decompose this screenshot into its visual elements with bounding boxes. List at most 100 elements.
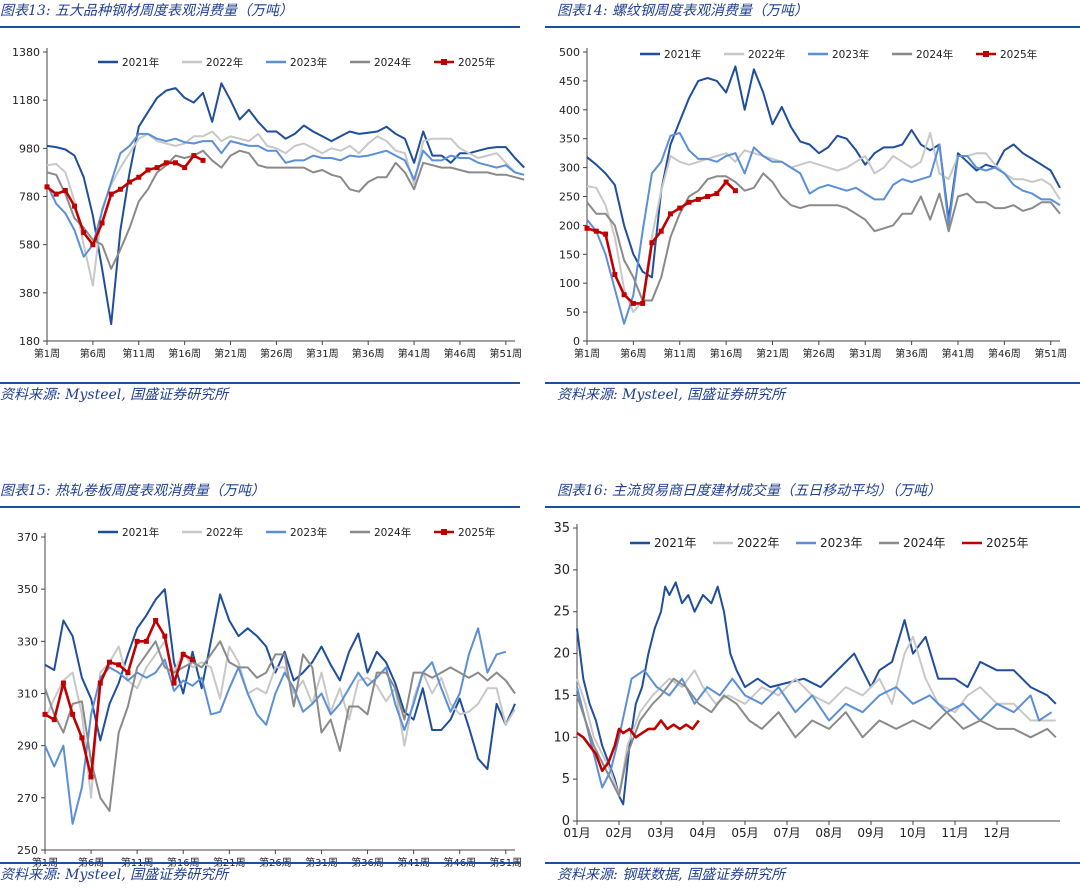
x-tick-label: 05月 [731,826,758,840]
series-line-2023 [586,131,1061,325]
series-line-2023 [44,627,507,825]
y-tick-label: 400 [559,104,580,117]
data-point-2025 [72,203,78,209]
series-line-2025 [576,719,700,773]
legend-label-2024: 2024年 [916,48,953,61]
data-point-2025 [621,292,627,298]
data-point-2025 [705,194,711,199]
data-point-2025 [593,228,599,234]
series-line-2021 [44,588,516,771]
legend-label-2025: 2025年 [986,536,1029,550]
legend-label-2024: 2024年 [374,526,411,539]
y-tick-label: 300 [559,162,580,175]
legend-label-2021: 2021年 [664,48,701,61]
series-line-2024 [46,149,525,270]
x-tick-label: 第36周 [352,347,385,360]
data-point-2025 [97,680,103,686]
x-tick-label: 第26周 [802,347,835,360]
series-line-2022 [586,131,1061,314]
y-tick-label: 100 [559,277,580,290]
panel-chart-15: 图表15: 热轧卷板周度表观消费量（万吨） 370 350 330 310 290 270… [0,480,522,889]
chart-13-top-rule [0,26,520,28]
legend-label-2023: 2023年 [290,526,327,539]
data-point-2025 [182,165,188,171]
chart-16-top-rule [545,506,1080,508]
data-point-2025 [189,657,195,663]
y-tick-label: 150 [559,248,580,261]
x-tick-label: 10月 [899,826,926,840]
data-point-2025 [180,651,186,657]
y-tick-label: 50 [566,306,580,319]
data-point-2025 [127,179,133,185]
data-point-2025 [723,179,729,185]
data-point-2025 [136,174,142,180]
data-point-2025 [649,240,655,246]
y-tick-label: 20 [553,647,570,662]
y-tick-label: 350 [17,583,38,596]
series-line-2023 [46,132,525,258]
y-tick-label: 330 [17,635,38,648]
data-point-2025 [695,196,701,202]
data-point-2025 [70,711,76,717]
x-tick-label: 第26周 [260,347,293,360]
data-point-2025 [134,638,140,644]
series-line-2025 [586,180,737,305]
data-point-2025 [603,231,609,237]
series-line-2022 [576,635,1056,797]
x-tick-label: 09月 [857,826,884,840]
legend-label-2022: 2022年 [206,526,243,539]
chart-14-bottom-rule [545,382,1080,384]
x-tick-label: 03月 [647,826,674,840]
chart-15-bottom-rule [0,862,520,864]
x-tick-label: 11月 [941,826,968,840]
y-tick-label: 380 [19,287,40,300]
chart-16-title: 图表16: 主流贸易商日度建材成交量（五日移动平均）（万吨） [557,483,941,499]
data-point-2025 [79,735,85,741]
legend-label-2022: 2022年 [748,48,785,61]
data-point-2025 [145,167,151,173]
legend-label-2024: 2024年 [903,536,946,550]
series-line-2021 [576,581,1057,806]
legend-marker-2025 [441,529,447,535]
data-point-2025 [107,659,113,665]
y-tick-label: 450 [559,75,580,88]
x-tick-label: 02月 [605,826,632,840]
series-line-2024 [586,172,1061,302]
data-point-2025 [143,638,149,644]
data-point-2025 [99,220,105,226]
data-point-2025 [612,272,618,278]
x-tick-label: 第51周 [489,347,522,360]
data-point-2025 [677,205,683,211]
legend-marker-2025 [441,59,447,65]
data-point-2025 [154,165,160,171]
legend-label-2021: 2021年 [122,526,159,539]
x-tick-label: 04月 [689,826,716,840]
legend-marker-2025 [983,51,989,57]
x-tick-label: 第31周 [306,347,339,360]
data-point-2025 [44,184,50,190]
legend-label-2023: 2023年 [832,48,869,61]
x-tick-label: 第11周 [663,347,696,360]
data-point-2025 [125,670,131,676]
y-tick-label: 1180 [12,94,40,107]
panel-chart-16: 图表16: 主流贸易商日度建材成交量（五日移动平均）（万吨） 35 30 25 20 1… [545,480,1080,889]
data-point-2025 [42,711,48,717]
data-point-2025 [640,300,646,306]
legend-label-2022: 2022年 [206,56,243,69]
chart-15-title: 图表15: 热轧卷板周度表观消费量（万吨） [0,483,265,499]
panel-chart-14: 图表14: 螺纹钢周度表观消费量（万吨） 500 450 400 350 300 250 2… [545,0,1080,410]
series-line-2021 [586,65,1061,279]
data-point-2025 [53,191,59,197]
legend-label-2025: 2025年 [458,56,495,69]
chart-13-source: 资料来源: Mysteel, 国盛证券研究所 [0,387,229,403]
data-point-2025 [163,160,169,166]
chart-13-title: 图表13: 五大品种钢材周度表观消费量（万吨） [0,3,293,19]
y-tick-label: 270 [17,792,38,805]
chart-14-top-rule [545,26,1080,28]
x-tick-label: 第31周 [849,347,882,360]
data-point-2025 [90,242,96,248]
x-tick-label: 第41周 [942,347,975,360]
x-tick-label: 第51周 [1034,347,1067,360]
chart-15-plot: 370350330310290270250第1周 第6周 第11周 第16周 第21周第… [17,526,522,869]
